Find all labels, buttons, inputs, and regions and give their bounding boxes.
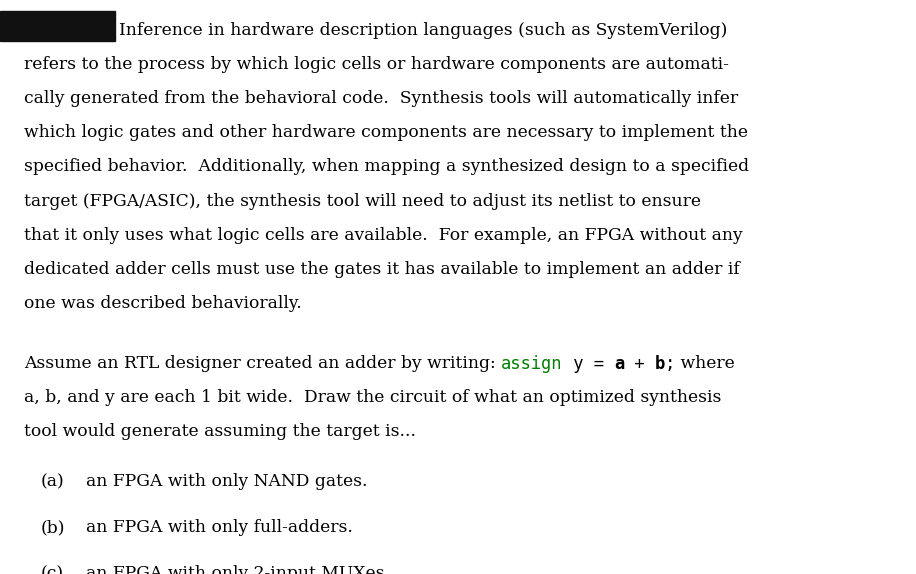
Text: an FPGA with only NAND gates.: an FPGA with only NAND gates. — [86, 473, 367, 490]
Text: specified behavior.  Additionally, when mapping a synthesized design to a specif: specified behavior. Additionally, when m… — [24, 158, 749, 176]
Text: which logic gates and other hardware components are necessary to implement the: which logic gates and other hardware com… — [24, 125, 747, 141]
Text: Inference in hardware description languages (such as SystemVerilog): Inference in hardware description langua… — [119, 22, 727, 39]
Text: (b): (b) — [40, 519, 65, 536]
Text: refers to the process by which logic cells or hardware components are automati-: refers to the process by which logic cel… — [24, 56, 729, 73]
Text: cally generated from the behavioral code.  Synthesis tools will automatically in: cally generated from the behavioral code… — [24, 90, 738, 107]
Text: assign: assign — [501, 355, 562, 373]
Text: where: where — [675, 355, 735, 372]
Text: tool would generate assuming the target is...: tool would generate assuming the target … — [24, 424, 416, 440]
Text: b: b — [655, 355, 665, 373]
Text: dedicated adder cells must use the gates it has available to implement an adder : dedicated adder cells must use the gates… — [24, 261, 739, 278]
Text: y =: y = — [562, 355, 614, 373]
Text: an FPGA with only full-adders.: an FPGA with only full-adders. — [86, 519, 353, 536]
Text: target (FPGA/ASIC), the synthesis tool will need to adjust its netlist to ensure: target (FPGA/ASIC), the synthesis tool w… — [24, 193, 701, 210]
Text: a, b, and y are each 1 bit wide.  Draw the circuit of what an optimized synthesi: a, b, and y are each 1 bit wide. Draw th… — [24, 389, 721, 406]
Text: (c): (c) — [40, 565, 63, 574]
Text: an FPGA with only 2-input MUXes.: an FPGA with only 2-input MUXes. — [86, 565, 390, 574]
Text: that it only uses what logic cells are available.  For example, an FPGA without : that it only uses what logic cells are a… — [24, 227, 743, 244]
Text: Assume an RTL designer created an adder by writing:: Assume an RTL designer created an adder … — [24, 355, 501, 372]
Text: (a): (a) — [40, 473, 64, 490]
Text: ;: ; — [665, 355, 675, 373]
Text: one was described behaviorally.: one was described behaviorally. — [24, 295, 301, 312]
Text: +: + — [624, 355, 655, 373]
Text: a: a — [614, 355, 624, 373]
